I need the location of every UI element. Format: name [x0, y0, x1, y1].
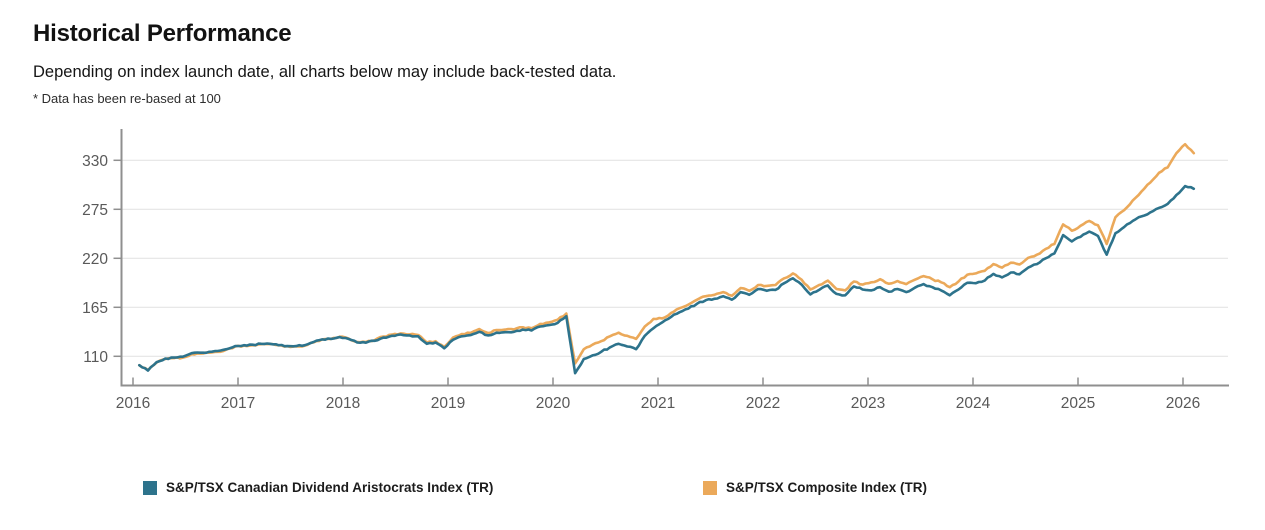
- rebase-footnote: * Data has been re-based at 100: [33, 91, 221, 106]
- legend-item-composite[interactable]: S&P/TSX Composite Index (TR): [703, 480, 927, 495]
- x-tick-label: 2018: [326, 395, 360, 412]
- x-tick-label: 2022: [746, 395, 780, 412]
- y-tick-label: 330: [82, 153, 108, 170]
- legend-label-composite: S&P/TSX Composite Index (TR): [726, 480, 928, 495]
- x-tick-label: 2021: [641, 395, 675, 412]
- x-tick-label: 2017: [221, 395, 255, 412]
- x-tick-label: 2019: [431, 395, 465, 412]
- chart-subtitle: Depending on index launch date, all char…: [33, 63, 617, 81]
- y-tick-label: 165: [82, 300, 108, 317]
- series-line-0: [138, 184, 1196, 375]
- performance-line-chart[interactable]: 110 165 220 275 330 2016 2017 2018 2019 2020 2021 2…: [0, 0, 1265, 460]
- legend-swatch-aristocrats: [143, 480, 157, 495]
- x-tick-label: 2024: [956, 395, 991, 412]
- x-tick-label: 2020: [536, 395, 571, 412]
- legend-label-aristocrats: S&P/TSX Canadian Dividend Aristocrats In…: [166, 480, 494, 495]
- y-tick-label: 220: [82, 251, 108, 268]
- y-tick-label: 110: [83, 349, 108, 366]
- legend-swatch-composite: [703, 480, 717, 495]
- legend-item-aristocrats[interactable]: S&P/TSX Canadian Dividend Aristocrats In…: [143, 480, 493, 495]
- x-tick-label: 2025: [1061, 395, 1095, 412]
- page-title: Historical Performance: [33, 20, 292, 47]
- series-line-1: [138, 142, 1196, 372]
- x-tick-label: 2026: [1166, 395, 1200, 412]
- x-tick-label: 2023: [851, 395, 885, 412]
- y-tick-label: 275: [82, 202, 108, 219]
- x-tick-label: 2016: [116, 395, 150, 412]
